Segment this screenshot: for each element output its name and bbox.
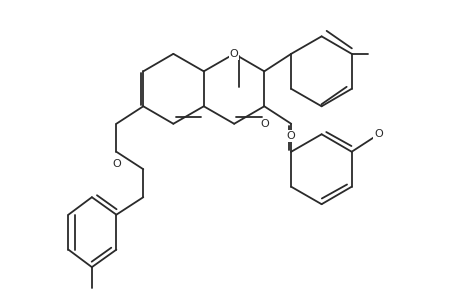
Text: O: O xyxy=(112,159,120,169)
Text: O: O xyxy=(259,119,268,129)
Text: O: O xyxy=(374,129,382,139)
Text: O: O xyxy=(286,131,295,141)
Text: O: O xyxy=(230,49,238,59)
